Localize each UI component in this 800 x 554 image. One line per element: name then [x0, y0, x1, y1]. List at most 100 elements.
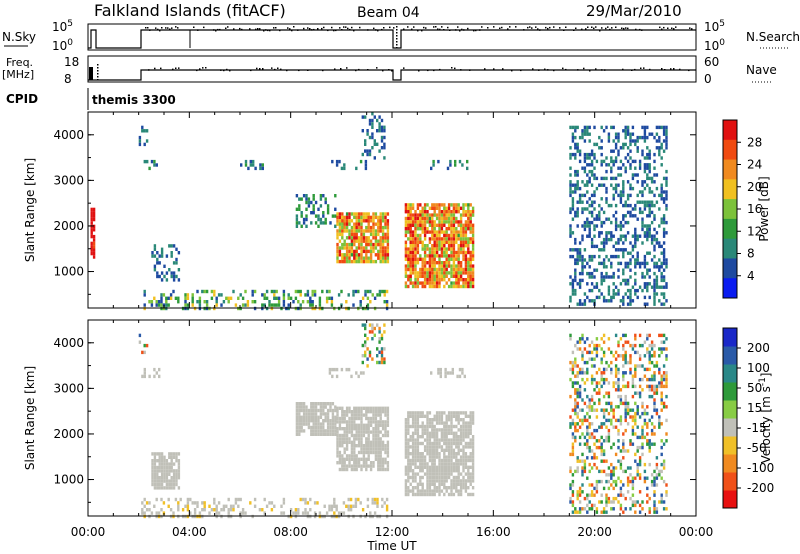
- heatmap-cell: [576, 261, 579, 266]
- heatmap-cell: [438, 475, 441, 480]
- heatmap-cell: [383, 156, 386, 160]
- x-axis-label: Time UT: [366, 539, 417, 553]
- heatmap-cell: [607, 231, 611, 235]
- heatmap-cell: [372, 212, 375, 216]
- heatmap-cell: [626, 125, 630, 130]
- heatmap-cell: [378, 115, 381, 119]
- heatmap-cell: [457, 441, 460, 446]
- heatmap-cell: [244, 163, 248, 167]
- heatmap-cell: [665, 285, 668, 289]
- heatmap-cell: [626, 132, 630, 136]
- heatmap-cell: [282, 289, 286, 294]
- heatmap-cell: [643, 408, 647, 412]
- nave-dot: [631, 69, 633, 71]
- heatmap-cell: [571, 152, 575, 157]
- heatmap-cell: [583, 347, 587, 351]
- heatmap-cell: [259, 163, 262, 167]
- heatmap-cell: [348, 406, 351, 410]
- heatmap-cell: [576, 180, 579, 184]
- heatmap-cell: [336, 246, 339, 250]
- heatmap-cell: [462, 455, 465, 459]
- heatmap-cell: [357, 225, 361, 230]
- heatmap-cell: [158, 486, 161, 490]
- heatmap-cell: [419, 271, 422, 275]
- heatmap-cell: [464, 271, 468, 275]
- nsky-label: N.Sky: [2, 30, 36, 44]
- heatmap-cell: [464, 264, 468, 268]
- heatmap-cell: [610, 166, 613, 170]
- heatmap-cell: [426, 278, 429, 282]
- heatmap-cell: [428, 278, 432, 282]
- heatmap-cell: [433, 284, 436, 289]
- heatmap-cell: [452, 230, 456, 234]
- heatmap-cell: [612, 193, 615, 198]
- heatmap-cell: [602, 350, 606, 355]
- nave-dot: [286, 69, 288, 72]
- heatmap-cell: [581, 129, 584, 133]
- heatmap-cell: [431, 462, 434, 466]
- heatmap-cell: [464, 237, 468, 241]
- heatmap-cell: [610, 445, 613, 450]
- heatmap-cell: [160, 486, 164, 490]
- heatmap-cell: [163, 264, 166, 268]
- heatmap-cell: [169, 508, 173, 512]
- heatmap-cell: [600, 459, 603, 463]
- heatmap-cell: [574, 422, 577, 426]
- heatmap-cell: [660, 445, 663, 450]
- heatmap-cell: [653, 282, 656, 286]
- heatmap-cell: [641, 343, 644, 348]
- heatmap-cell: [602, 333, 606, 338]
- heatmap-cell: [380, 350, 384, 354]
- heatmap-cell: [590, 200, 594, 204]
- heatmap-cell: [617, 405, 620, 409]
- heatmap-cell: [445, 428, 448, 432]
- heatmap-cell: [384, 427, 387, 431]
- heatmap-cell: [660, 146, 663, 150]
- heatmap-cell: [614, 425, 618, 429]
- heatmap-cell: [355, 239, 358, 243]
- heatmap-cell: [629, 166, 632, 170]
- heatmap-cell: [469, 203, 472, 207]
- heatmap-cell: [576, 415, 579, 419]
- heatmap-cell: [445, 414, 448, 418]
- heatmap-cell: [92, 207, 96, 212]
- heatmap-cell: [605, 299, 608, 303]
- heatmap-cell: [631, 207, 635, 211]
- heatmap-cell: [435, 250, 439, 255]
- heatmap-cell: [355, 212, 358, 216]
- heatmap-cell: [384, 219, 387, 223]
- heatmap-cell: [641, 261, 644, 266]
- nsearch-dot: [581, 28, 583, 31]
- heatmap-cell: [586, 129, 589, 133]
- heatmap-cell: [404, 264, 408, 268]
- heatmap-cell: [186, 501, 190, 505]
- nave-dot: [388, 69, 390, 71]
- heatmap-cell: [569, 377, 572, 382]
- heatmap-cell: [316, 501, 319, 505]
- heatmap-cell: [241, 511, 245, 515]
- heatmap-cell: [631, 244, 635, 249]
- heatmap-cell: [341, 236, 344, 240]
- nsearch-dot: [157, 28, 159, 31]
- heatmap-cell: [419, 223, 422, 227]
- heatmap-cell: [469, 261, 472, 265]
- heatmap-cell: [186, 293, 190, 297]
- heatmap-cell: [414, 475, 417, 480]
- heatmap-cell: [602, 299, 606, 303]
- heatmap-cell: [576, 466, 579, 470]
- heatmap-cell: [571, 435, 575, 440]
- heatmap-cell: [357, 416, 361, 421]
- heatmap-cell: [431, 458, 434, 463]
- heatmap-cell: [411, 261, 415, 265]
- heatmap-cell: [631, 254, 635, 259]
- heatmap-cell: [314, 214, 318, 218]
- heatmap-cell: [593, 456, 596, 460]
- nsearch-dot: [689, 27, 691, 29]
- heatmap-cell: [665, 265, 668, 269]
- heatmap-cell: [298, 408, 301, 413]
- heatmap-cell: [588, 500, 591, 504]
- power-x-axis-ticks: [87, 112, 697, 308]
- heatmap-cell: [455, 462, 458, 466]
- nsearch-dot: [217, 28, 219, 31]
- heatmap-cell: [421, 206, 424, 210]
